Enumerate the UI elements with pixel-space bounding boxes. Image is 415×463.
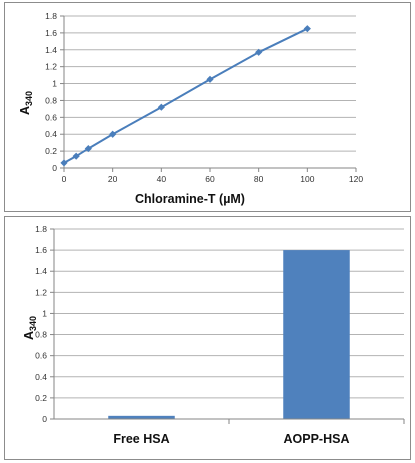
- y-axis-title-main: A: [22, 331, 36, 340]
- data-point: [109, 130, 117, 138]
- y-tick-label: 1.2: [45, 62, 57, 72]
- data-point: [84, 144, 92, 153]
- y-tick-label: 0.6: [45, 112, 57, 122]
- data-point: [72, 152, 80, 160]
- line-chart: 0 0.2 0.4 0.6 0.8 1 1.2 1.4 1.6 1.8 0 20 40 60 80 100 1…: [18, 11, 364, 206]
- grid-lines: [54, 228, 404, 399]
- bar-chart-panel: 0 0.2 0.4 0.6 0.8 1 1.2 1.4 1.6 1.8 Free HSA AOPP-…: [4, 216, 411, 460]
- category-label: Free HSA: [113, 432, 169, 446]
- data-point: [206, 75, 214, 83]
- series: [60, 25, 311, 167]
- category-labels: Free HSA AOPP-HSA: [113, 432, 349, 446]
- y-axis-title: A340: [18, 91, 34, 115]
- y-tick-label: 0.4: [35, 372, 47, 382]
- x-tick-label: 100: [300, 174, 314, 184]
- x-tick-label: 80: [254, 174, 264, 184]
- y-tick-label: 0.6: [35, 351, 47, 361]
- y-axis-title-subscript: 340: [24, 91, 34, 106]
- x-tick-label: 120: [349, 174, 363, 184]
- x-tick-labels: 0 20 40 60 80 100 120: [62, 174, 364, 184]
- y-tick-label: 0: [42, 414, 47, 424]
- category-label: AOPP-HSA: [284, 432, 350, 446]
- bar: [283, 250, 350, 419]
- y-tick-labels: 0 0.2 0.4 0.6 0.8 1 1.2 1.4 1.6 1.8: [45, 11, 57, 173]
- y-tick-label: 0.2: [45, 146, 57, 156]
- bars: [108, 250, 350, 419]
- y-tick-label: 1: [52, 79, 57, 89]
- y-tick-label: 0.2: [35, 393, 47, 403]
- axes: [60, 15, 357, 172]
- data-point: [303, 25, 311, 33]
- y-tick-label: 0: [52, 163, 57, 173]
- y-tick-labels: 0 0.2 0.4 0.6 0.8 1 1.2 1.4 1.6 1.8: [35, 224, 47, 424]
- bar-chart: 0 0.2 0.4 0.6 0.8 1 1.2 1.4 1.6 1.8 Free HSA AOPP-…: [22, 224, 405, 446]
- y-axis-title: A340: [22, 316, 38, 340]
- y-axis-title-main: A: [18, 106, 32, 115]
- grid-lines: [64, 15, 356, 152]
- y-tick-label: 1.6: [45, 28, 57, 38]
- x-tick-label: 40: [157, 174, 167, 184]
- y-tick-label: 1.8: [45, 11, 57, 21]
- series-line: [63, 27, 308, 164]
- x-axis-title: Chloramine-T (µM): [135, 192, 245, 206]
- y-tick-label: 1.4: [45, 45, 57, 55]
- axes: [50, 228, 405, 424]
- y-tick-label: 0.8: [45, 95, 57, 105]
- y-axis-title-subscript: 340: [28, 316, 38, 331]
- line-chart-panel: 0 0.2 0.4 0.6 0.8 1 1.2 1.4 1.6 1.8 0 20 40 60 80 100 1…: [4, 2, 411, 212]
- bar: [108, 415, 175, 419]
- x-tick-label: 60: [205, 174, 215, 184]
- x-tick-label: 0: [62, 174, 67, 184]
- y-tick-label: 1.2: [35, 287, 47, 297]
- y-tick-label: 1.4: [35, 266, 47, 276]
- y-tick-label: 0.4: [45, 129, 57, 139]
- y-tick-label: 1.6: [35, 245, 47, 255]
- x-tick-label: 20: [108, 174, 118, 184]
- y-tick-label: 0.8: [35, 330, 47, 340]
- y-tick-label: 1: [42, 308, 47, 318]
- data-point: [157, 103, 165, 111]
- y-tick-label: 1.8: [35, 224, 47, 234]
